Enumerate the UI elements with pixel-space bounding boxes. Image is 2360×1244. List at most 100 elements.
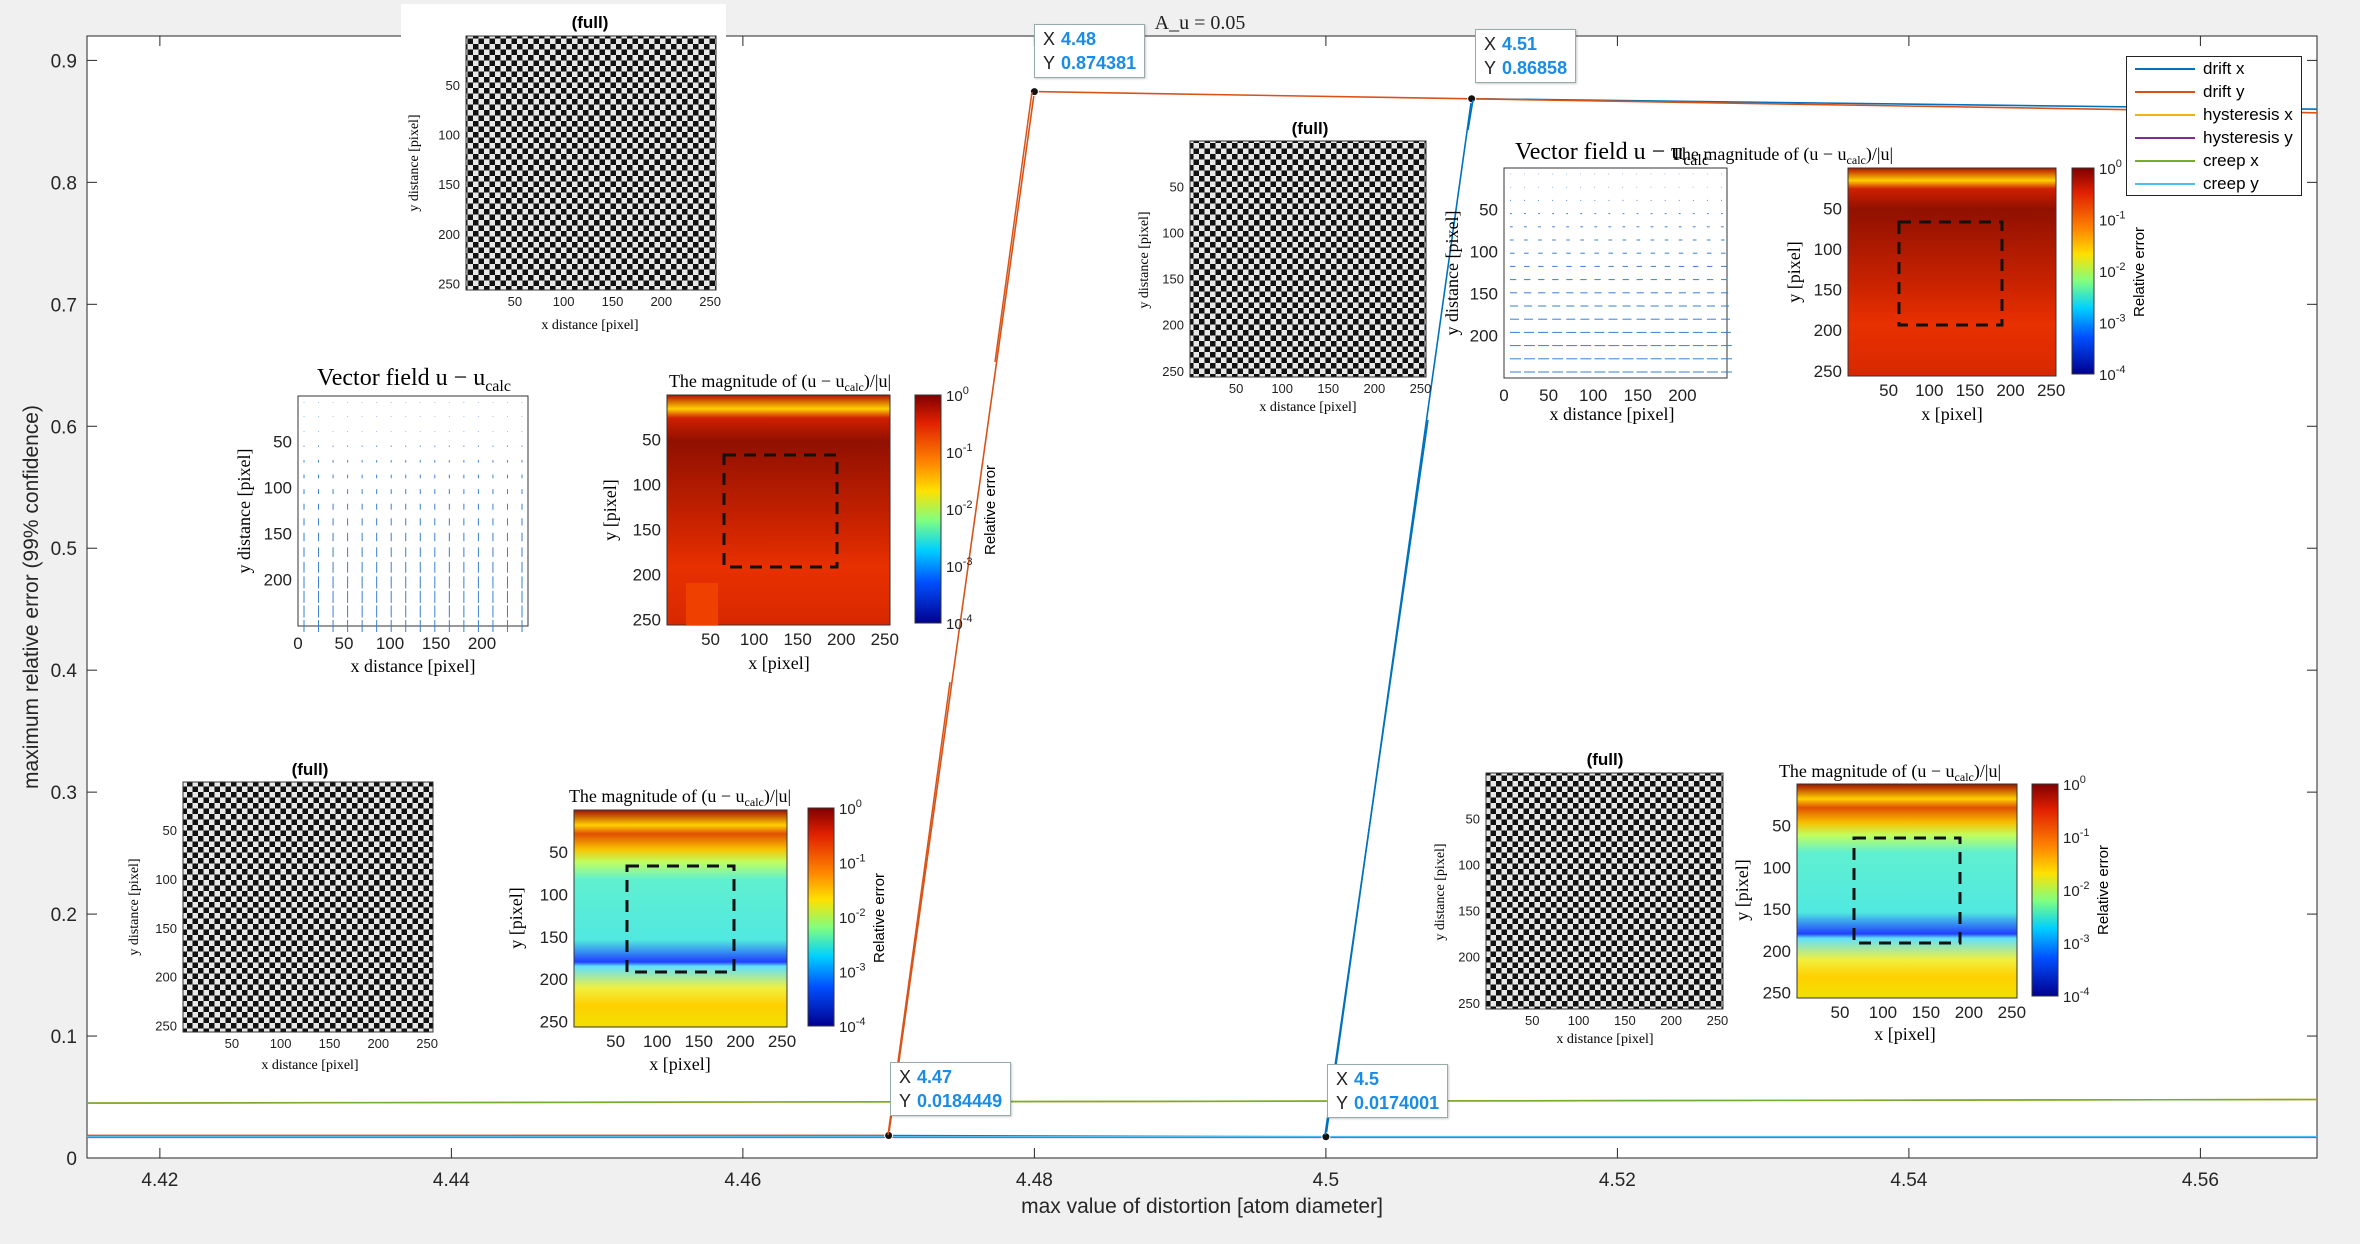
inset-x-tick: 250: [1707, 1013, 1729, 1028]
inset-y-tick: 100: [1763, 858, 1791, 877]
inset-x-tick: 100: [643, 1032, 671, 1051]
inset-full-bottom-right: (full) x distance [pixel] y distance [pi…: [1433, 750, 1728, 1047]
vector-y-tick: 50: [273, 433, 292, 452]
inset-y-tick: 150: [633, 520, 661, 539]
inset-y-tick: 250: [1763, 984, 1791, 1003]
inset-x-tick: 150: [1317, 381, 1339, 396]
inset-x-tick: 250: [1998, 1003, 2026, 1022]
vector-x-tick: 100: [376, 634, 404, 653]
inset-full-middle-right: (full) x distance [pixel] y distance [pi…: [1137, 119, 1431, 415]
inset-y-tick: 100: [540, 885, 568, 904]
x-axis-label: max value of distortion [atom diameter]: [1021, 1195, 1383, 1218]
inset-y-tick: 50: [1466, 811, 1480, 826]
colorbar-tick: 10-4: [2099, 364, 2125, 384]
legend[interactable]: drift x drift y hysteresis x hysteresis y cr…: [2126, 56, 2302, 196]
ticks-group: 4.42 4.44 4.46 4.48 4.5 4.52 4.54 4.56 0 0.1 0.2 0.…: [51, 36, 2317, 1191]
y-tick-label: 0.5: [51, 539, 77, 560]
inset-y-tick: 250: [438, 276, 460, 291]
colorbar-tick: 10-3: [2099, 313, 2125, 333]
legend-item[interactable]: creep x: [2127, 149, 2301, 172]
magnitude-y-label: y [pixel]: [506, 887, 526, 948]
inset-y-tick: 250: [633, 610, 661, 629]
y-tick-label: 0: [66, 1149, 77, 1170]
legend-item[interactable]: hysteresis y: [2127, 126, 2301, 149]
magnitude-y-label: y [pixel]: [600, 479, 620, 540]
vector-y-tick: 150: [1470, 285, 1498, 304]
vector-x-tick: 0: [1499, 386, 1508, 405]
inset-magnitude-top-right: The magnitude of (u − ucalc)/|u| Relativ…: [1671, 144, 2148, 424]
inset-y-tick: 200: [540, 970, 568, 989]
inset-y-tick: 150: [438, 177, 460, 192]
datatip-y-label: Y: [1043, 53, 1056, 73]
inset-x-tick: 150: [602, 294, 624, 309]
datatip[interactable]: X 4.5 Y 0.0174001: [1327, 1064, 1449, 1118]
vector-y-tick: 150: [264, 525, 292, 544]
inset-x-tick: 150: [685, 1032, 713, 1051]
inset-y-tick: 200: [633, 565, 661, 584]
datatip-x-value: 4.5: [1354, 1069, 1380, 1089]
inset-x-tick: 100: [1869, 1003, 1897, 1022]
datatip[interactable]: X 4.47 Y 0.0184449: [890, 1062, 1012, 1116]
magnitude-x-label: x [pixel]: [1921, 404, 1982, 424]
inset-x-tick: 50: [225, 1036, 239, 1051]
y-tick-label: 0.3: [51, 783, 77, 804]
inset-y-tick: 150: [1814, 281, 1842, 300]
inset-x-tick: 250: [871, 630, 899, 649]
colorbar-label: Relative error: [982, 465, 999, 555]
colorbar-tick: 10-4: [946, 613, 972, 633]
inset-x-tick: 50: [1879, 381, 1898, 400]
y-tick-label: 0.1: [51, 1027, 77, 1048]
datatip-marker[interactable]: [1467, 94, 1477, 104]
inset-x-tick: 150: [319, 1036, 341, 1051]
inset-y-tick: 200: [155, 970, 177, 985]
legend-item[interactable]: drift x: [2127, 57, 2301, 80]
datatip-x-label: X: [1336, 1069, 1349, 1089]
inset-y-tick: 150: [1162, 272, 1184, 287]
datatip-x-value: 4.47: [917, 1067, 953, 1087]
datatip[interactable]: X 4.48 Y 0.874381: [1034, 24, 1146, 78]
series-line-creep-x[interactable]: [86, 1098, 2318, 1104]
vector-y-tick: 100: [1470, 243, 1498, 262]
inset-x-tick: 200: [726, 1032, 754, 1051]
inset-x-tick: 200: [1364, 381, 1386, 396]
inset-y-tick: 250: [155, 1018, 177, 1033]
chart-title: A_u = 0.05: [1155, 12, 1246, 34]
colorbar-tick: 10-4: [2063, 986, 2089, 1006]
inset-title: (full): [1587, 750, 1624, 769]
magnitude-title: The magnitude of (u − ucalc)/|u|: [1671, 144, 1893, 167]
legend-item[interactable]: drift y: [2127, 80, 2301, 103]
inset-x-tick: 50: [701, 630, 720, 649]
connector-line: [994, 91, 1033, 363]
vector-title: Vector field u − ucalc: [317, 365, 511, 395]
series-line-drift-y[interactable]: [86, 90, 2318, 1137]
inset-y-tick: 250: [1162, 364, 1184, 379]
vector-y-label: y distance [pixel]: [1442, 211, 1462, 336]
vector-y-tick: 50: [1479, 201, 1498, 220]
datatip-x-label: X: [1484, 34, 1497, 54]
colorbar-label: Relative error: [2095, 845, 2112, 935]
legend-item[interactable]: creep y: [2127, 172, 2301, 195]
vector-x-label: x distance [pixel]: [1550, 404, 1675, 424]
inset-y-tick: 50: [1823, 199, 1842, 218]
vector-x-tick: 200: [1668, 386, 1696, 405]
vector-x-tick: 50: [335, 634, 354, 653]
inset-x-tick: 100: [553, 294, 575, 309]
x-tick-label: 4.5: [1313, 1170, 1339, 1191]
inset-y-tick: 150: [1763, 900, 1791, 919]
inset-x-tick: 150: [1956, 381, 1984, 400]
y-tick-label: 0.6: [51, 417, 77, 438]
inset-y-tick: 50: [642, 431, 661, 450]
x-tick-label: 4.42: [141, 1170, 178, 1191]
inset-x-tick: 250: [416, 1036, 438, 1051]
inset-x-tick: 150: [783, 630, 811, 649]
inset-y-tick: 100: [1814, 240, 1842, 259]
legend-item[interactable]: hysteresis x: [2127, 103, 2301, 126]
datatip[interactable]: X 4.51 Y 0.86858: [1475, 29, 1577, 83]
legend-label: hysteresis y: [2203, 127, 2293, 147]
inset-y-tick: 100: [633, 476, 661, 495]
x-tick-label: 4.44: [433, 1170, 470, 1191]
inset-title: (full): [572, 13, 609, 32]
x-tick-label: 4.56: [2182, 1170, 2219, 1191]
inset-x-tick: 250: [1410, 381, 1432, 396]
inset-x-label: x distance [pixel]: [1259, 400, 1356, 415]
